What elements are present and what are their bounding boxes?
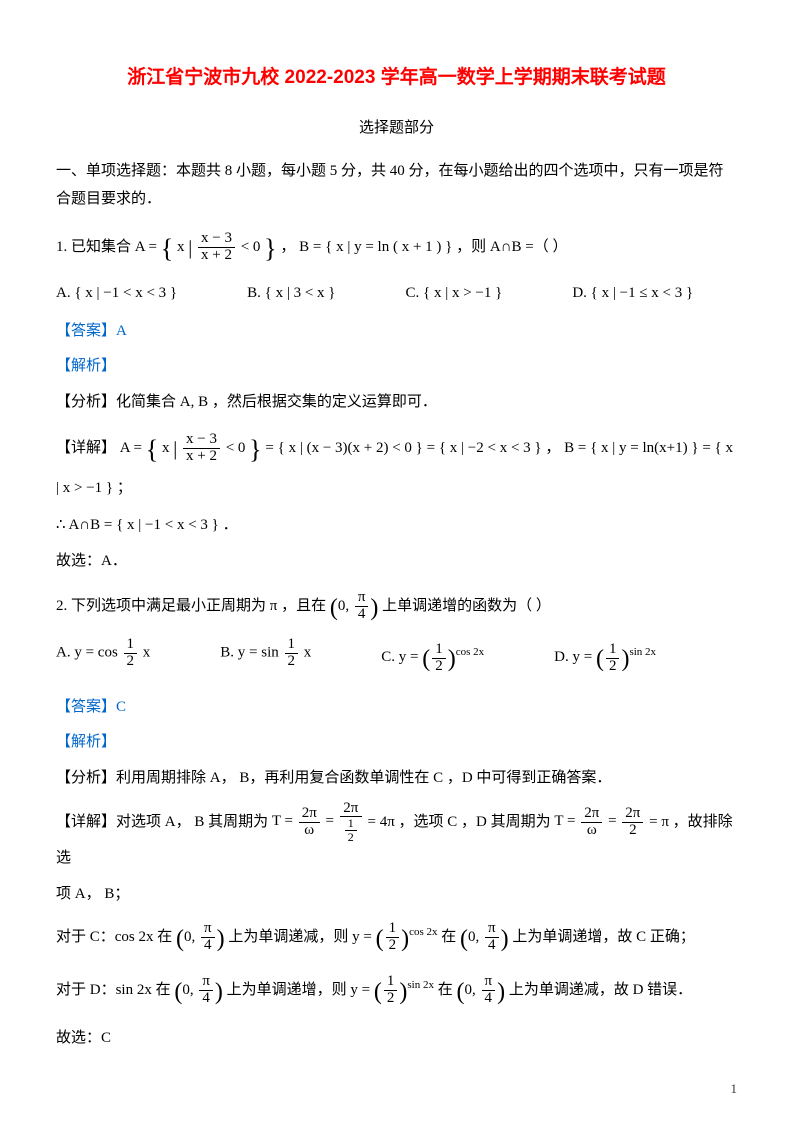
q1-detail-pre: 【详解】 — [56, 440, 116, 456]
frac-d: ω — [581, 823, 602, 839]
q1-answer: 【答案】A — [56, 317, 737, 346]
q2-optD: D. y = (12)sin 2x — [554, 637, 656, 683]
q2-optA: A. y = cos 12 x — [56, 637, 150, 683]
page-number: 1 — [731, 1077, 738, 1102]
frac-d: 4 — [355, 607, 369, 623]
frac-d: 2 — [606, 659, 620, 675]
frac-d: 4 — [485, 938, 499, 954]
optA-pre: A. y = cos — [56, 645, 118, 661]
q1-A-left: A = — [135, 239, 157, 255]
q1-options: A. { x | −1 < x < 3 } B. { x | 3 < x } C… — [56, 279, 737, 308]
q1-hence: 故选：A． — [56, 547, 737, 576]
frac-n: 1 — [606, 642, 620, 659]
doc-subtitle: 选择题部分 — [56, 114, 737, 143]
section-heading: 一、单项选择题：本题共 8 小题，每小题 5 分，共 40 分，在每小题给出的四… — [56, 157, 737, 214]
lineD-post: 上为单调递减，故 D 错误． — [509, 982, 692, 998]
q1-detail-Amid: = { x | (x − 3)(x + 2) < 0 } = { x | −2 … — [265, 440, 560, 456]
q1-A-right: < 0 — [241, 239, 261, 255]
q1-optB: B. { x | 3 < x } — [247, 279, 335, 308]
frac-d: 2 — [124, 654, 138, 670]
optC-pre: C. y = — [381, 649, 422, 665]
frac-d: 4 — [482, 991, 496, 1007]
lineD-mid1: 上为单调递增，则 y = — [227, 982, 374, 998]
frac-d: 2 — [345, 831, 357, 844]
q2-hence: 故选：C — [56, 1024, 737, 1053]
interval-a: 0, — [338, 598, 349, 614]
frac-n: 1 — [285, 637, 299, 654]
optB-pre: B. y = sin — [220, 645, 278, 661]
lineD-mid2: 在 — [438, 982, 453, 998]
q2-answer: 【答案】C — [56, 693, 737, 722]
frac-d: 4 — [201, 938, 215, 954]
frac-d: x + 2 — [198, 248, 235, 264]
q2-T1-res: = 4π ，选项 C ，D 其周期为 — [368, 813, 555, 829]
q2-detail: 【详解】对选项 A， B 其周期为 T = 2πω = 2π12 = 4π ，选… — [56, 801, 737, 872]
q2-detail-pre: 【详解】对选项 A， B 其周期为 — [56, 813, 272, 829]
frac-n: π — [199, 974, 213, 991]
lineC-sup: cos 2x — [409, 926, 437, 938]
optD-sup: sin 2x — [629, 646, 656, 658]
q1-optD: D. { x | −1 ≤ x < 3 } — [572, 279, 693, 308]
lineC-mid1: 上为单调递减，则 y = — [228, 929, 375, 945]
q2-lineC: 对于 C：cos 2x 在 (0, π4) 上为单调递减，则 y = (12)c… — [56, 917, 737, 963]
frac-n: 2π — [340, 801, 362, 818]
frac-n: 2π — [299, 806, 320, 823]
q1-optA: A. { x | −1 < x < 3 } — [56, 279, 177, 308]
optC-sup: cos 2x — [456, 646, 484, 658]
frac-d: ω — [299, 823, 320, 839]
q1-optC: C. { x | x > −1 } — [406, 279, 503, 308]
optB-post: x — [300, 645, 311, 661]
frac-n: 2π — [622, 806, 643, 823]
q2-stem: 2. 下列选项中满足最小正周期为 π ，且在 (0, π4) 上单调递增的函数为… — [56, 586, 737, 632]
q2-detail-line2: 项 A， B； — [56, 880, 737, 909]
frac-n: x − 3 — [198, 231, 235, 248]
q1-detail: 【详解】 A = { x | x − 3x + 2 < 0 } = { x | … — [56, 425, 737, 503]
frac-n: 1 — [345, 817, 357, 831]
lineD-pre: 对于 D：sin 2x 在 — [56, 982, 171, 998]
q1-fenxi: 【分析】化简集合 A, B ，然后根据交集的定义运算即可． — [56, 388, 737, 417]
q1-setB: B = { x | y = ln ( x + 1 ) } — [299, 239, 452, 255]
q1-stem: 1. 已知集合 A = { x | x − 3x + 2 < 0 } ， B =… — [56, 224, 737, 273]
frac-n: π — [355, 590, 369, 607]
lineD-sup: sin 2x — [407, 979, 434, 991]
q2-fenxi: 【分析】利用周期排除 A， B，再利用复合函数单调性在 C ，D 中可得到正确答… — [56, 764, 737, 793]
q2-stem-pre: 2. 下列选项中满足最小正周期为 π ，且在 — [56, 598, 326, 614]
frac-d: x + 2 — [183, 449, 220, 465]
q2-optC: C. y = (12)cos 2x — [381, 637, 484, 683]
frac-n: x − 3 — [183, 432, 220, 449]
doc-title: 浙江省宁波市九校 2022-2023 学年高一数学上学期期末联考试题 — [56, 60, 737, 96]
q1-stem-post: ，则 A∩B =（ ） — [456, 239, 567, 255]
frac-n: π — [201, 921, 215, 938]
q2-optB: B. y = sin 12 x — [220, 637, 311, 683]
frac-n: π — [485, 921, 499, 938]
frac-d: 4 — [199, 991, 213, 1007]
q1-setA: A = { x | x − 3x + 2 < 0 } — [135, 239, 281, 255]
optA-post: x — [139, 645, 150, 661]
lineC-post: 上为单调递增，故 C 正确； — [512, 929, 695, 945]
lineC-pre: 对于 C：cos 2x 在 — [56, 929, 172, 945]
frac-d: 2 — [285, 654, 299, 670]
frac-n: 1 — [124, 637, 138, 654]
frac-d: 2 — [622, 823, 643, 839]
q2-jiexi: 【解析】 — [56, 728, 737, 757]
frac-n: 2π — [581, 806, 602, 823]
q2-stem-post: 上单调递增的函数为（ ） — [382, 598, 551, 614]
q1-therefore: ∴ A∩B = { x | −1 < x < 3 } ． — [56, 511, 737, 540]
frac-n: π — [482, 974, 496, 991]
frac-n: 1 — [432, 642, 446, 659]
q1-jiexi: 【解析】 — [56, 352, 737, 381]
optD-pre: D. y = — [554, 649, 596, 665]
q2-lineD: 对于 D：sin 2x 在 (0, π4) 上为单调递增，则 y = (12)s… — [56, 970, 737, 1016]
frac-d: 2 — [432, 659, 446, 675]
lineC-mid2: 在 — [441, 929, 456, 945]
q1-stem-pre: 1. 已知集合 — [56, 239, 135, 255]
q2-options: A. y = cos 12 x B. y = sin 12 x C. y = (… — [56, 637, 737, 683]
